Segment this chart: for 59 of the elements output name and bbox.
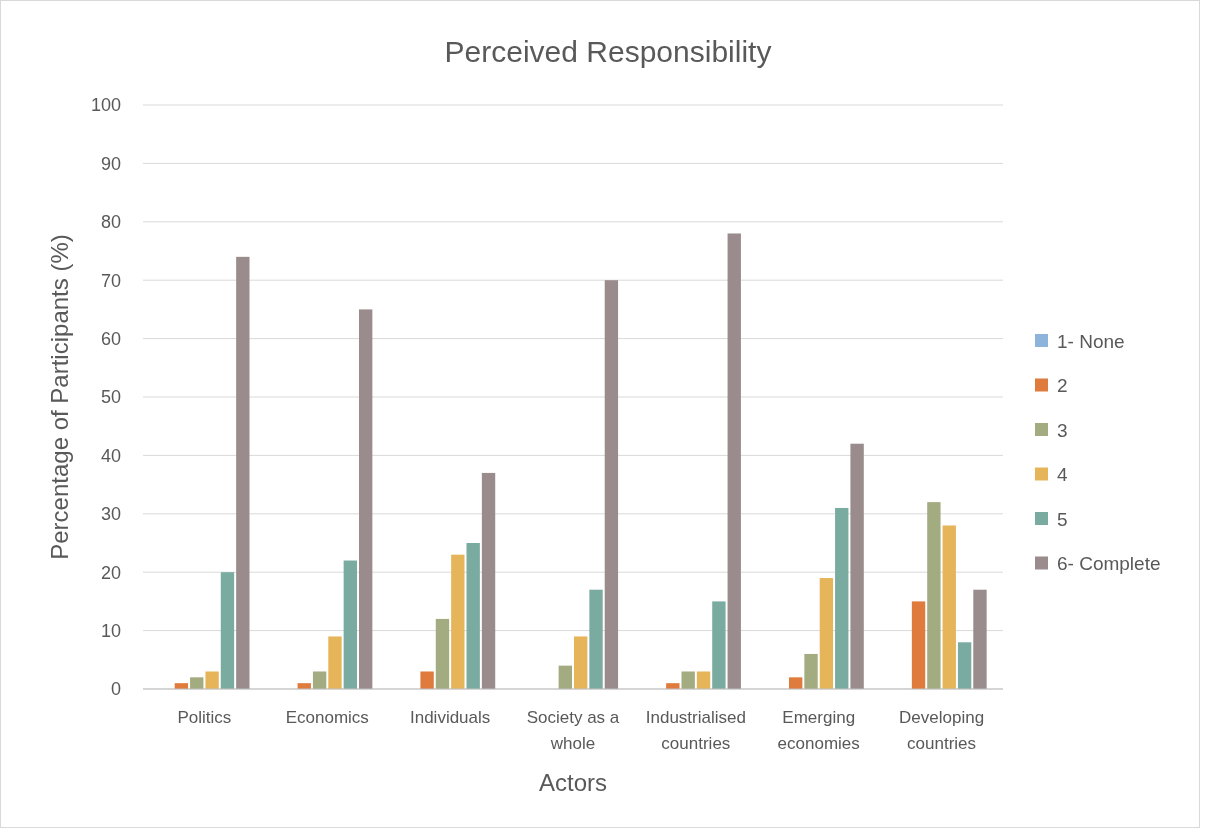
bar: [236, 256, 250, 689]
bar: [190, 677, 204, 689]
x-tick-label: Economics: [285, 708, 369, 727]
bar: [359, 309, 373, 689]
bar: [435, 618, 450, 689]
bar: [850, 443, 864, 689]
bar: [604, 280, 619, 689]
x-tick-label: Politics: [177, 708, 232, 727]
bar: [574, 636, 588, 689]
y-tick-label: 0: [110, 679, 121, 700]
bar: [712, 601, 726, 689]
x-axis-title: Actors: [538, 769, 608, 796]
x-tick-label: Society as a whole: [526, 708, 620, 753]
chart-title: Perceived Responsibility: [444, 35, 772, 68]
y-tick-label: 90: [100, 153, 121, 174]
bar: [343, 560, 357, 689]
bar: [681, 671, 695, 689]
bar: [466, 543, 480, 689]
y-tick-label: 100: [90, 95, 121, 116]
bar: [420, 671, 434, 689]
bar: [973, 589, 987, 689]
bar: [451, 554, 465, 689]
legend-label: 6- Complete: [1057, 553, 1161, 575]
bar: [911, 601, 926, 689]
y-axis-title: Percentage of Participants (%): [46, 234, 73, 560]
bar: [927, 502, 941, 689]
y-tick-label: 10: [100, 620, 121, 641]
bar: [804, 653, 818, 689]
legend-label: 1- None: [1057, 330, 1125, 352]
bar: [220, 572, 235, 689]
x-tick-label: Developing countries: [899, 708, 985, 753]
bar: [727, 233, 741, 689]
bar: [957, 642, 972, 689]
bar: [205, 671, 219, 689]
bar: [789, 677, 803, 689]
legend-label: 2: [1057, 375, 1068, 397]
bar: [819, 578, 834, 689]
bar: [666, 683, 680, 689]
x-tick-label: Emerging economies: [777, 708, 860, 753]
y-tick-label: 50: [100, 387, 121, 408]
bar: [312, 671, 327, 689]
bar: [328, 636, 342, 689]
legend-label: 3: [1057, 419, 1068, 441]
bar: [835, 507, 849, 689]
bar: [558, 665, 572, 689]
legend-label: 4: [1057, 464, 1068, 486]
bar: [589, 589, 603, 689]
y-tick-label: 40: [100, 445, 121, 466]
bar: [696, 671, 711, 689]
y-tick-label: 30: [100, 504, 121, 525]
x-tick-label: Individuals: [409, 708, 491, 727]
y-tick-label: 70: [100, 270, 121, 291]
y-tick-label: 20: [100, 562, 121, 583]
bar: [942, 525, 956, 689]
bar: [481, 472, 496, 689]
x-tick-label: Industrialised countries: [645, 708, 746, 753]
y-tick-label: 80: [100, 212, 121, 233]
y-tick-label: 60: [100, 328, 121, 349]
legend-label: 5: [1057, 508, 1068, 530]
